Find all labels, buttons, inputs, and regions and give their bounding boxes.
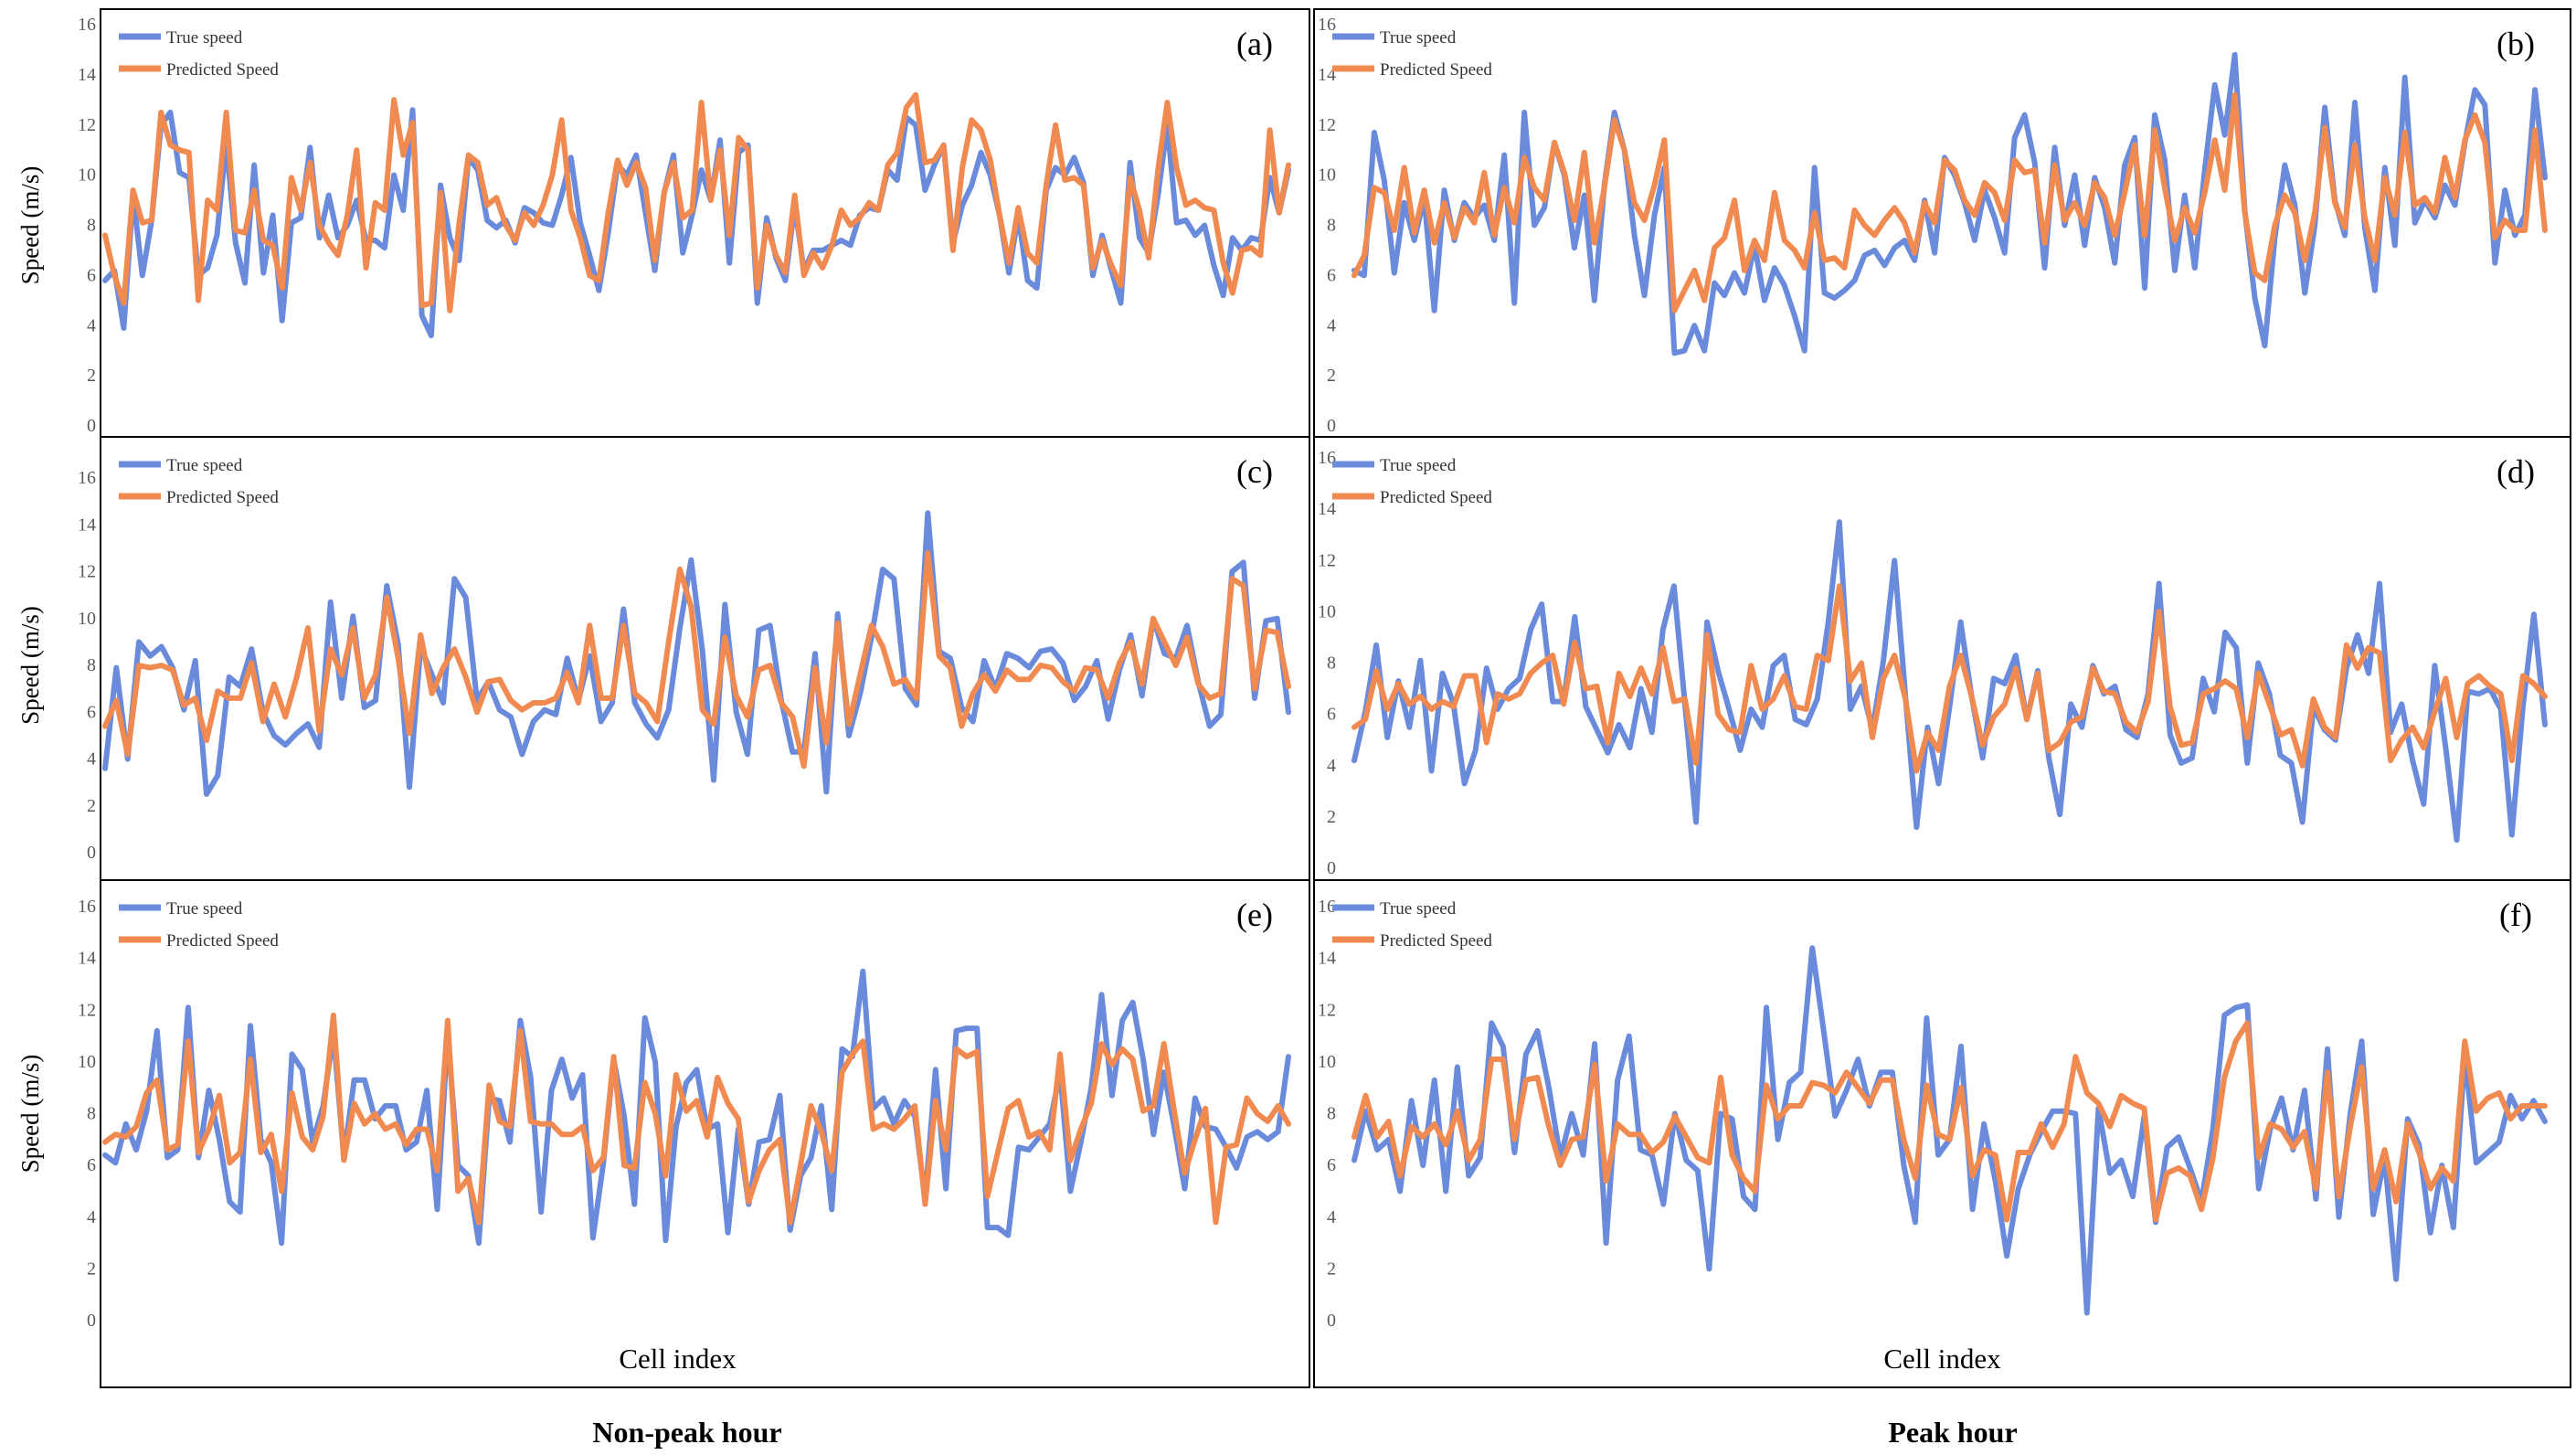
panel-tag: (b) bbox=[2496, 26, 2535, 62]
y-tick-label: 12 bbox=[78, 562, 96, 582]
y-tick-label: 6 bbox=[1327, 705, 1336, 725]
y-tick-label: 8 bbox=[1327, 653, 1336, 674]
series-line-predicted-speed bbox=[102, 1012, 1291, 1226]
y-tick-label: 8 bbox=[1327, 216, 1336, 236]
series-line-predicted-speed bbox=[1352, 91, 2548, 313]
column-label-non-peak: Non-peak hour bbox=[592, 1416, 781, 1449]
panel-frame bbox=[100, 879, 1310, 1388]
y-axis-label: Speed (m/s) bbox=[16, 606, 44, 725]
series-line-predicted-speed bbox=[102, 550, 1291, 770]
y-axis-label: Speed (m/s) bbox=[16, 1055, 44, 1174]
panel-tag: (a) bbox=[1236, 26, 1273, 62]
y-tick-label: 12 bbox=[78, 1000, 96, 1020]
legend-label: True speed bbox=[166, 28, 243, 48]
y-tick-label: 14 bbox=[1318, 949, 1336, 969]
y-tick-label: 2 bbox=[1327, 807, 1336, 827]
y-tick-label: 16 bbox=[1318, 897, 1336, 917]
y-tick-label: 10 bbox=[1318, 1052, 1336, 1072]
y-tick-label: 10 bbox=[78, 1052, 96, 1072]
y-tick-label: 16 bbox=[1318, 15, 1336, 35]
chart-panel-1: 0 2 4 6 8 10 12 14 16 True speed Predicted Speed (b… bbox=[1313, 8, 2571, 438]
legend-label: True speed bbox=[1380, 28, 1457, 48]
x-axis-label: Cell index bbox=[1883, 1343, 2001, 1375]
y-tick-label: 8 bbox=[87, 216, 96, 236]
y-tick-label: 4 bbox=[1327, 315, 1336, 335]
legend-label: Predicted Speed bbox=[1380, 60, 1492, 80]
legend-label: Predicted Speed bbox=[166, 488, 279, 507]
y-tick-label: 2 bbox=[87, 1259, 96, 1279]
y-tick-label: 8 bbox=[87, 1104, 96, 1124]
panel-tag: (f) bbox=[2499, 897, 2532, 933]
y-tick-label: 0 bbox=[1327, 416, 1336, 436]
y-tick-label: 4 bbox=[87, 749, 96, 770]
y-tick-label: 2 bbox=[87, 366, 96, 386]
legend-label: True speed bbox=[166, 456, 243, 475]
legend-label: Predicted Speed bbox=[166, 931, 279, 951]
y-tick-label: 6 bbox=[87, 265, 96, 285]
y-tick-label: 16 bbox=[78, 897, 96, 917]
y-tick-label: 2 bbox=[1327, 1259, 1336, 1279]
legend-label: True speed bbox=[1380, 456, 1457, 475]
y-tick-label: 16 bbox=[1318, 448, 1336, 468]
y-tick-label: 0 bbox=[1327, 1311, 1336, 1331]
chart-panel-0: 0 2 4 6 8 10 12 14 16 Speed (m/s) True speed Predic… bbox=[16, 8, 1310, 438]
y-tick-label: 6 bbox=[87, 702, 96, 722]
series-line-true-speed bbox=[1352, 51, 2548, 356]
y-tick-label: 6 bbox=[1327, 265, 1336, 285]
y-tick-label: 10 bbox=[1318, 165, 1336, 186]
y-tick-label: 16 bbox=[78, 15, 96, 35]
legend-label: Predicted Speed bbox=[1380, 931, 1492, 951]
y-axis-label: Speed (m/s) bbox=[16, 166, 44, 285]
y-tick-label: 12 bbox=[78, 115, 96, 135]
series-line-predicted-speed bbox=[102, 91, 1291, 313]
panel-tag: (d) bbox=[2496, 453, 2535, 490]
chart-panel-5: 0 2 4 6 8 10 12 14 16 True speed Predicted Speed (f… bbox=[1313, 879, 2571, 1388]
y-tick-label: 6 bbox=[1327, 1155, 1336, 1175]
legend-label: True speed bbox=[1380, 899, 1457, 919]
series-line-true-speed bbox=[102, 510, 1291, 797]
y-tick-label: 0 bbox=[1327, 858, 1336, 878]
series-line-predicted-speed bbox=[1352, 583, 2548, 774]
y-tick-label: 10 bbox=[78, 165, 96, 186]
column-label-peak: Peak hour bbox=[1888, 1416, 2017, 1449]
y-tick-label: 8 bbox=[87, 655, 96, 675]
legend-label: Predicted Speed bbox=[1380, 488, 1492, 507]
y-tick-label: 14 bbox=[78, 65, 96, 85]
y-tick-label: 0 bbox=[87, 843, 96, 863]
x-axis-label: Cell index bbox=[619, 1343, 737, 1375]
panel-tag: (c) bbox=[1236, 453, 1273, 490]
y-tick-label: 4 bbox=[1327, 1207, 1336, 1227]
y-tick-label: 4 bbox=[87, 1207, 96, 1227]
y-tick-label: 4 bbox=[87, 315, 96, 335]
legend-label: Predicted Speed bbox=[166, 60, 279, 80]
y-tick-label: 6 bbox=[87, 1155, 96, 1175]
y-tick-label: 2 bbox=[87, 796, 96, 816]
y-tick-label: 12 bbox=[1318, 1000, 1336, 1020]
y-tick-label: 0 bbox=[87, 1311, 96, 1331]
y-tick-label: 10 bbox=[78, 609, 96, 629]
chart-panel-3: 0 2 4 6 8 10 12 14 16 True speed Predicted Speed (d… bbox=[1313, 436, 2571, 881]
panel-frame bbox=[1313, 879, 2571, 1388]
y-tick-label: 12 bbox=[1318, 115, 1336, 135]
y-tick-label: 14 bbox=[78, 515, 96, 535]
y-tick-label: 12 bbox=[1318, 550, 1336, 570]
legend-label: True speed bbox=[166, 899, 243, 919]
chart-panel-4: 0 2 4 6 8 10 12 14 16 Speed (m/s) True speed Predic… bbox=[16, 879, 1310, 1388]
chart-panel-2: 0 2 4 6 8 10 12 14 16 Speed (m/s) True speed Predic… bbox=[16, 436, 1310, 881]
series-line-predicted-speed bbox=[1352, 1020, 2548, 1223]
y-tick-label: 14 bbox=[1318, 65, 1336, 85]
y-tick-label: 0 bbox=[87, 416, 96, 436]
y-tick-label: 14 bbox=[78, 949, 96, 969]
panels: 0 2 4 6 8 10 12 14 16 Speed (m/s) True speed Predic… bbox=[16, 8, 2571, 1388]
y-tick-label: 4 bbox=[1327, 756, 1336, 776]
y-tick-label: 14 bbox=[1318, 499, 1336, 519]
y-tick-label: 2 bbox=[1327, 366, 1336, 386]
panel-tag: (e) bbox=[1236, 897, 1273, 933]
y-tick-label: 8 bbox=[1327, 1104, 1336, 1124]
y-tick-label: 16 bbox=[78, 468, 96, 488]
y-tick-label: 10 bbox=[1318, 601, 1336, 621]
